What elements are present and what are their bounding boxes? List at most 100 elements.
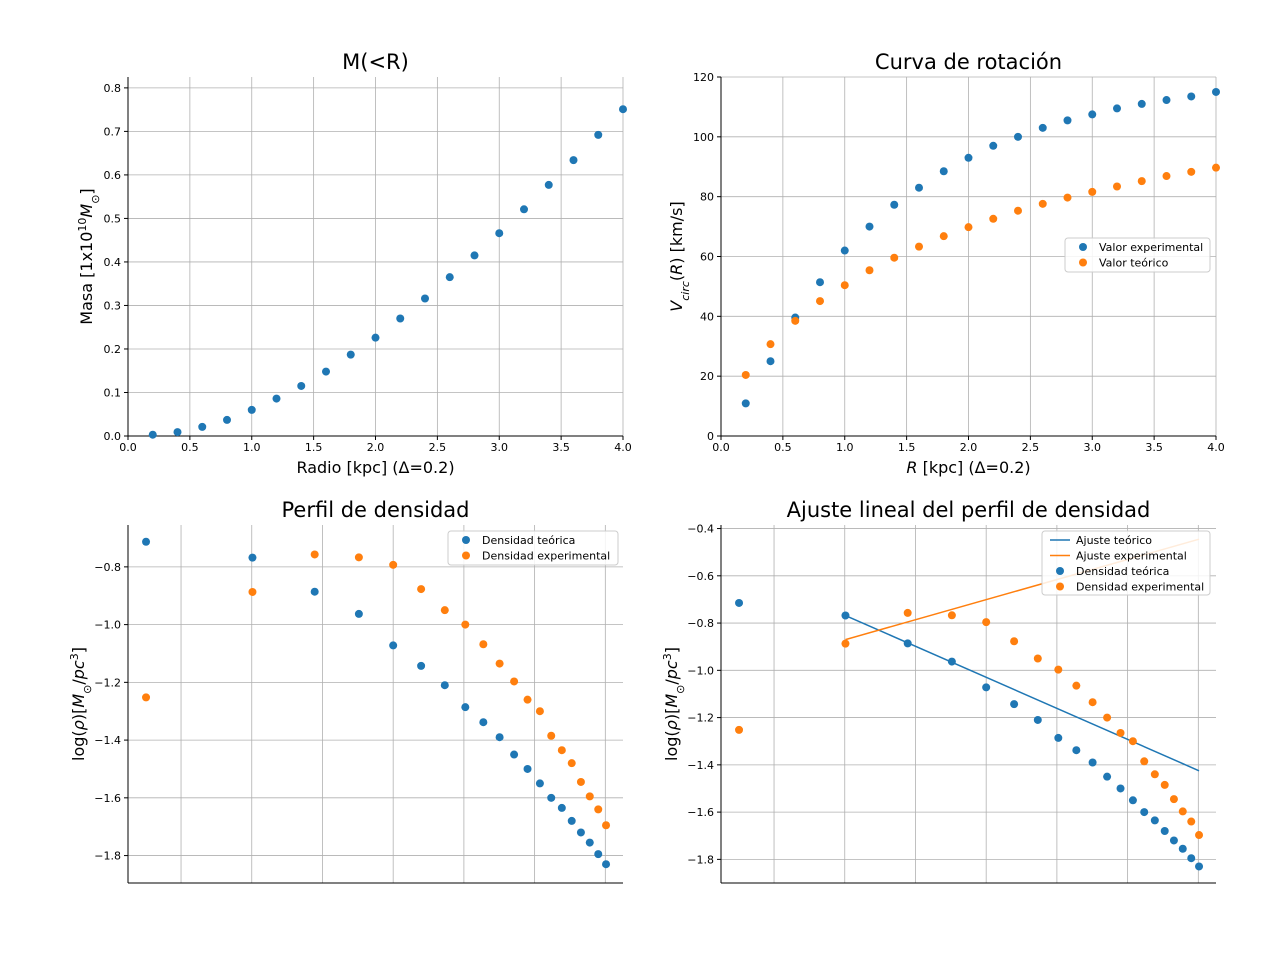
- x-tick-label: 4.0: [1207, 441, 1225, 454]
- data-point: [576, 777, 585, 786]
- data-point: [389, 560, 398, 569]
- legend-marker-swatch: [1056, 567, 1064, 575]
- data-point: [142, 537, 151, 546]
- y-tick-label: −1.6: [687, 806, 714, 819]
- legend-entry: Densidad experimental: [482, 550, 610, 563]
- data-point: [1103, 713, 1112, 722]
- y-tick-label: −1.0: [687, 664, 714, 677]
- data-point: [766, 340, 775, 349]
- data-point: [1014, 206, 1022, 215]
- x-tick-label: 0.5: [774, 441, 792, 454]
- data-point: [247, 405, 256, 414]
- data-point: [735, 725, 744, 734]
- data-point: [1038, 199, 1047, 208]
- x-tick-label: 2.0: [960, 441, 978, 454]
- data-point: [557, 746, 566, 755]
- y-tick-label: 60: [700, 251, 714, 264]
- data-point: [1116, 728, 1125, 737]
- data-point: [523, 764, 532, 773]
- data-point: [544, 180, 553, 189]
- data-point: [417, 585, 426, 594]
- data-point: [1140, 808, 1149, 817]
- chart-title: Curva de rotación: [875, 50, 1062, 74]
- x-tick-label: 2.5: [1022, 441, 1040, 454]
- data-point: [890, 200, 899, 209]
- x-tick-label: 0.0: [119, 441, 137, 454]
- series-2: [142, 550, 611, 830]
- series-1: [148, 105, 627, 439]
- data-point: [297, 381, 306, 390]
- data-point: [354, 553, 363, 562]
- y-tick-label: −0.8: [94, 561, 121, 574]
- legend-box: [447, 530, 619, 566]
- data-point: [421, 294, 429, 303]
- y-tick-label: 100: [693, 131, 714, 144]
- data-point: [939, 232, 948, 241]
- y-tick-label: 120: [693, 71, 714, 84]
- data-point: [569, 156, 578, 165]
- y-tick-label: 0.6: [104, 169, 122, 182]
- data-point: [567, 759, 576, 768]
- data-point: [495, 229, 504, 238]
- y-tick-label: 0.3: [104, 299, 122, 312]
- data-point: [557, 803, 566, 812]
- y-tick-label: 0.5: [104, 212, 122, 225]
- legend: Valor experimental Valor teórico: [1064, 237, 1211, 273]
- legend-marker-swatch: [1079, 258, 1087, 267]
- y-tick-label: 0.8: [104, 82, 122, 95]
- data-point: [1116, 784, 1125, 793]
- data-point: [248, 553, 257, 562]
- subplot-2: 0 20 40 60 80 100 120 0.0 0.5 1.0 1.5 2.0 2.5 3.0 3.5 4…: [667, 50, 1225, 477]
- data-point: [594, 850, 603, 859]
- x-axis-label: R [kpc] (Δ=0.2): [906, 458, 1030, 477]
- y-axis-label: Masa [1x1010M⊙]: [76, 188, 102, 324]
- data-point: [547, 793, 556, 802]
- data-point: [1072, 681, 1081, 690]
- x-tick-label: 3.0: [491, 441, 509, 454]
- x-tick-label: 1.5: [898, 441, 916, 454]
- data-point: [594, 805, 603, 814]
- data-point: [417, 661, 426, 670]
- legend-entry: Ajuste experimental: [1076, 550, 1187, 563]
- data-point: [1212, 163, 1220, 172]
- data-point: [1178, 844, 1187, 853]
- y-tick-label: 40: [700, 310, 714, 323]
- series-1: [142, 537, 611, 869]
- data-point: [1187, 817, 1196, 826]
- data-point: [567, 816, 576, 825]
- x-tick-label: 1.5: [305, 441, 323, 454]
- data-point: [619, 105, 627, 114]
- data-point: [520, 205, 528, 214]
- data-point: [1014, 132, 1022, 141]
- data-point: [1169, 795, 1178, 804]
- data-point: [585, 792, 594, 801]
- data-point: [1063, 116, 1072, 125]
- data-point: [389, 641, 398, 650]
- chart-title: M(<R): [342, 50, 409, 74]
- gridlines: [127, 77, 624, 437]
- data-point: [1150, 770, 1159, 779]
- data-point: [1187, 92, 1196, 101]
- data-point: [989, 214, 998, 223]
- x-tick-label: 2.0: [367, 441, 385, 454]
- data-point: [735, 598, 744, 607]
- data-point: [1212, 87, 1220, 96]
- legend-entry: Densidad experimental: [1076, 581, 1204, 594]
- data-point: [1088, 758, 1097, 767]
- data-point: [865, 266, 874, 275]
- legend-entry: Valor experimental: [1099, 241, 1203, 254]
- fit-line-teorico: [845, 614, 1200, 772]
- data-point: [1088, 187, 1097, 196]
- data-point: [248, 587, 257, 596]
- y-tick-label: 0.2: [104, 343, 122, 356]
- data-point: [1113, 182, 1121, 191]
- data-point: [535, 779, 544, 788]
- legend-box: [1041, 530, 1211, 596]
- data-point: [1140, 757, 1149, 766]
- y-axis-label: log(ρ)[M⊙/pc3]: [68, 647, 94, 761]
- x-tick-label: 3.5: [552, 441, 570, 454]
- y-tick-label: −1.2: [687, 712, 714, 725]
- data-point: [1113, 104, 1121, 113]
- data-point: [816, 297, 824, 306]
- series-1: [735, 598, 1204, 871]
